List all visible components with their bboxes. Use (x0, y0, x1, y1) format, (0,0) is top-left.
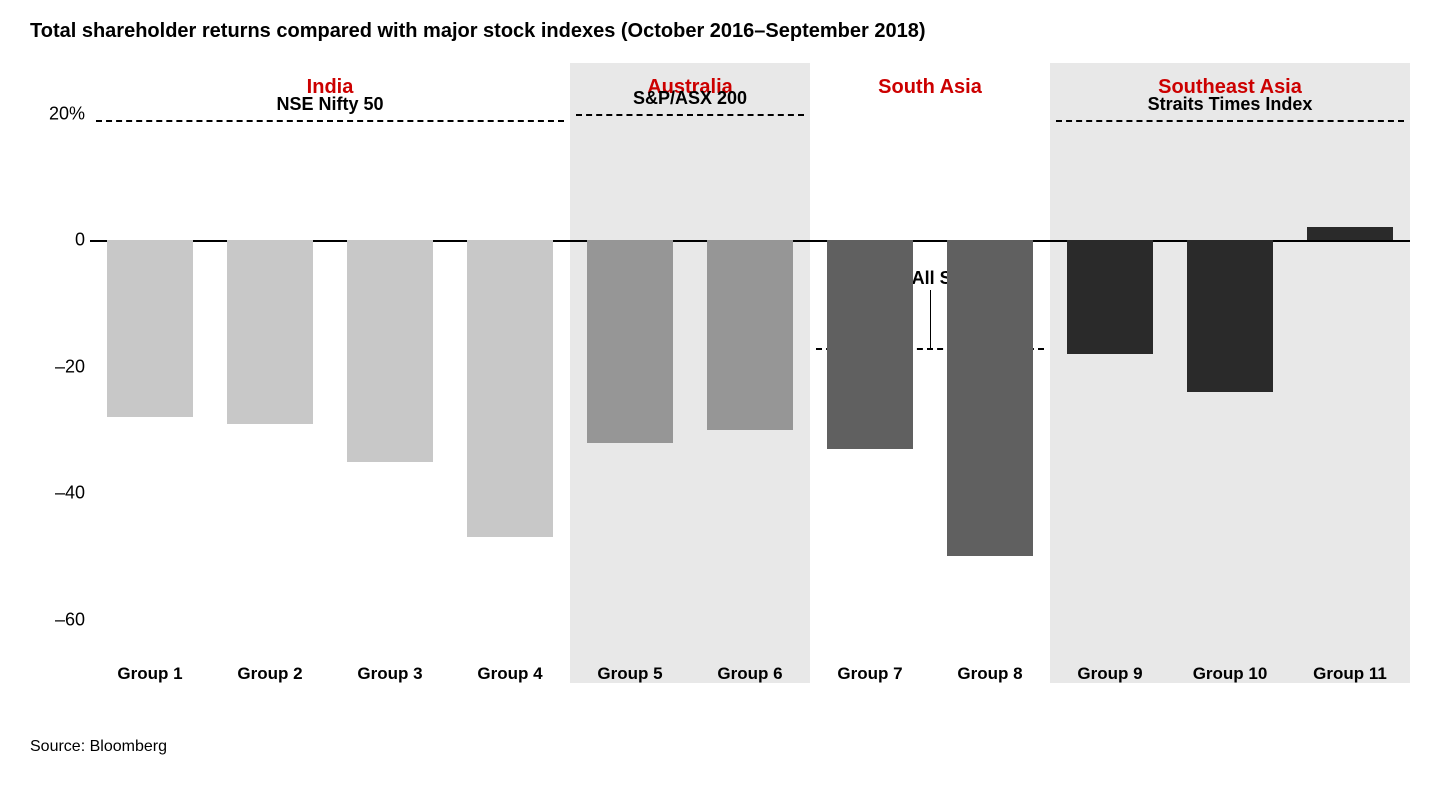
x-axis-label: Group 9 (1077, 664, 1142, 684)
region-label: South Asia (878, 76, 982, 99)
chart-container: 20% 0 –20 –40 –60 IndiaNSE Nifty 50Australia… (30, 53, 1410, 733)
x-axis-label: Group 5 (597, 664, 662, 684)
plot-area: IndiaNSE Nifty 50AustraliaS&P/ASX 200Sou… (90, 63, 1410, 683)
y-axis-tick: –20 (30, 356, 85, 377)
x-axis-label: Group 7 (837, 664, 902, 684)
benchmark-line (1056, 120, 1404, 122)
benchmark-label: S&P/ASX 200 (633, 88, 747, 109)
y-axis-tick: 0 (30, 230, 85, 251)
bar (107, 240, 193, 417)
benchmark-line (576, 114, 804, 116)
bar (707, 240, 793, 430)
x-axis-label: Group 1 (117, 664, 182, 684)
bar (947, 240, 1033, 556)
source-attribution: Source: Bloomberg (30, 738, 1410, 756)
y-axis-tick: –40 (30, 483, 85, 504)
x-axis-label: Group 10 (1193, 664, 1268, 684)
bar (1067, 240, 1153, 354)
bar (1307, 227, 1393, 240)
bar (467, 240, 553, 537)
x-axis-label: Group 3 (357, 664, 422, 684)
bar (587, 240, 673, 442)
x-axis-label: Group 11 (1313, 664, 1387, 684)
benchmark-label: Straits Times Index (1148, 94, 1313, 115)
bar (1187, 240, 1273, 392)
x-axis-label: Group 4 (477, 664, 542, 684)
benchmark-line (96, 120, 564, 122)
x-axis-label: Group 8 (957, 664, 1022, 684)
y-axis-tick: 20% (30, 103, 85, 124)
benchmark-pointer (930, 290, 931, 348)
chart-title: Total shareholder returns compared with … (30, 20, 1410, 43)
bar (227, 240, 313, 423)
benchmark-label: NSE Nifty 50 (276, 94, 383, 115)
x-axis-label: Group 2 (237, 664, 302, 684)
y-axis-tick: –60 (30, 609, 85, 630)
bar (827, 240, 913, 449)
x-axis-label: Group 6 (717, 664, 782, 684)
bar (347, 240, 433, 461)
